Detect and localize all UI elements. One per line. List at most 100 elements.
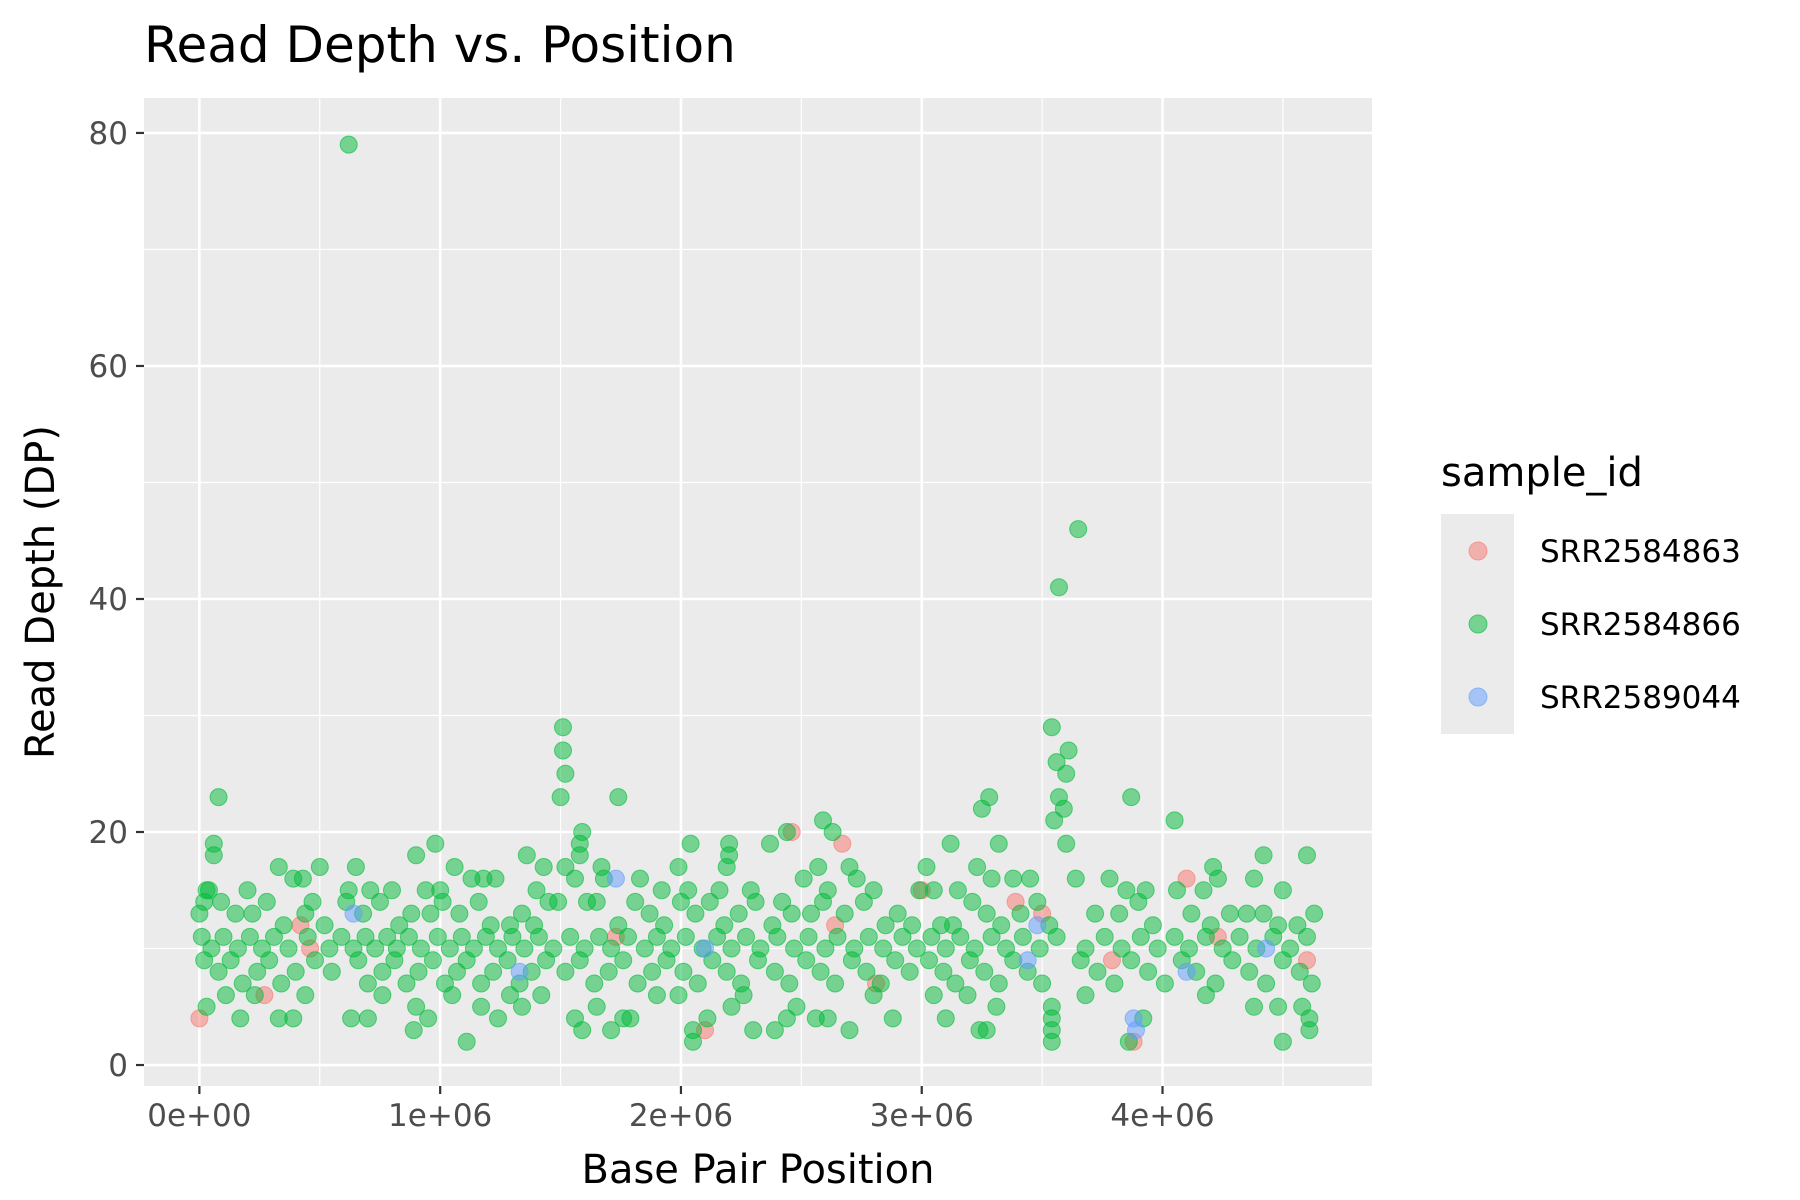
point-srr2584866 — [777, 823, 796, 841]
point-srr2584866 — [1047, 927, 1066, 946]
point-srr2584866 — [587, 892, 606, 911]
point-srr2584866 — [209, 962, 228, 981]
point-srr2584866 — [777, 1009, 796, 1028]
point-srr2584866 — [450, 904, 469, 923]
point-srr2584866 — [1105, 974, 1124, 993]
point-srr2584866 — [472, 974, 491, 993]
point-srr2584866 — [293, 869, 312, 888]
point-srr2584866 — [818, 1009, 837, 1028]
point-srr2584866 — [265, 927, 283, 946]
point-srr2584866 — [992, 916, 1011, 935]
x-tick-label: 2e+06 — [629, 1098, 733, 1134]
point-srr2584866 — [917, 858, 936, 876]
point-srr2584866 — [484, 962, 503, 981]
point-srr2584866 — [989, 974, 1008, 993]
point-srr2584866 — [409, 962, 428, 981]
point-srr2584866 — [710, 881, 729, 900]
point-srr2584866 — [1057, 834, 1076, 853]
point-srr2584866 — [486, 869, 505, 888]
point-srr2584866 — [1033, 974, 1052, 993]
point-srr2584866 — [433, 892, 452, 911]
point-srr2589044 — [606, 869, 625, 888]
point-srr2584866 — [358, 1009, 377, 1028]
point-srr2584866 — [570, 951, 589, 970]
point-srr2584866 — [1196, 986, 1215, 1005]
point-srr2584866 — [457, 951, 476, 970]
point-srr2584866 — [647, 927, 666, 946]
point-srr2584866 — [688, 974, 707, 993]
point-srr2584866 — [1298, 846, 1316, 865]
point-srr2584866 — [243, 904, 262, 923]
point-srr2584866 — [216, 986, 235, 1005]
point-srr2584866 — [975, 962, 994, 981]
point-srr2584866 — [1220, 904, 1239, 923]
point-srr2584866 — [1004, 869, 1023, 888]
point-srr2584866 — [1245, 869, 1263, 888]
point-srr2584866 — [749, 951, 767, 970]
point-srr2584866 — [1148, 939, 1167, 958]
point-srr2589044 — [510, 962, 529, 981]
point-srr2584866 — [407, 846, 426, 865]
point-srr2584866 — [320, 939, 339, 958]
point-srr2584866 — [828, 927, 847, 946]
point-srr2584866 — [1143, 916, 1162, 935]
point-srr2584866 — [987, 997, 1006, 1016]
x-tick-label: 3e+06 — [870, 1098, 974, 1134]
point-srr2584866 — [941, 834, 960, 853]
point-srr2584866 — [698, 1009, 717, 1028]
point-srr2584866 — [1042, 718, 1061, 737]
point-srr2584866 — [1117, 881, 1136, 900]
point-srr2584866 — [315, 916, 334, 935]
point-srr2584866 — [684, 1021, 702, 1040]
point-srr2584866 — [366, 939, 385, 958]
point-srr2584866 — [272, 974, 291, 993]
point-srr2584866 — [428, 927, 447, 946]
point-srr2584866 — [445, 858, 464, 876]
point-srr2584866 — [1240, 962, 1259, 981]
point-srr2584866 — [982, 869, 1001, 888]
point-srr2584866 — [373, 986, 392, 1005]
point-srr2584866 — [816, 939, 835, 958]
point-srr2584866 — [257, 892, 276, 911]
legend-items: SRR2584863 SRR2584866 SRR2589044 — [1468, 534, 1741, 716]
point-srr2584866 — [599, 962, 618, 981]
point-srr2584866 — [212, 892, 231, 911]
point-srr2584866 — [513, 904, 531, 923]
point-srr2584866 — [529, 927, 548, 946]
point-srr2589044 — [1018, 951, 1037, 970]
point-srr2584866 — [799, 927, 818, 946]
point-srr2584866 — [835, 904, 854, 923]
point-srr2584866 — [859, 927, 878, 946]
point-srr2584866 — [269, 858, 288, 876]
point-srr2584866 — [452, 927, 471, 946]
point-srr2584866 — [1011, 904, 1030, 923]
point-srr2584866 — [517, 846, 536, 865]
legend-label-srr2589044: SRR2589044 — [1540, 680, 1741, 716]
point-srr2584866 — [1230, 927, 1249, 946]
point-srr2584866 — [322, 962, 341, 981]
point-srr2584866 — [1269, 997, 1288, 1016]
point-srr2584866 — [349, 951, 368, 970]
chart-title: Read Depth vs. Position — [144, 16, 736, 74]
point-srr2584866 — [826, 974, 845, 993]
point-srr2584866 — [1273, 1032, 1292, 1051]
point-srr2584866 — [676, 927, 695, 946]
point-srr2584866 — [503, 927, 522, 946]
point-srr2584866 — [561, 927, 580, 946]
point-srr2584866 — [722, 997, 741, 1016]
point-srr2584866 — [440, 939, 459, 958]
point-srr2584866 — [643, 962, 662, 981]
point-srr2584866 — [1054, 799, 1073, 818]
point-srr2584866 — [1021, 869, 1040, 888]
point-srr2584866 — [402, 904, 421, 923]
point-srr2584866 — [1305, 904, 1324, 923]
point-srr2584866 — [590, 927, 609, 946]
point-srr2584866 — [1071, 951, 1090, 970]
y-axis-title: Read Depth (DP) — [18, 425, 64, 759]
point-srr2584866 — [1086, 904, 1105, 923]
point-srr2584866 — [1237, 904, 1256, 923]
point-srr2584866 — [448, 962, 466, 981]
legend-swatch-srr2584866 — [1468, 614, 1488, 634]
y-tick-label: 80 — [89, 116, 128, 152]
